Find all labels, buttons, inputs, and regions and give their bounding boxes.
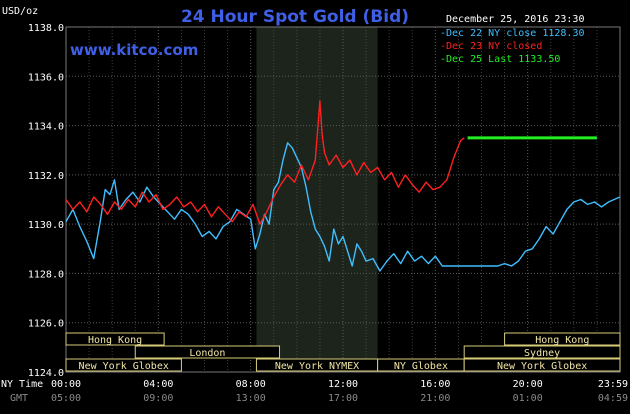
x-tick-label-gmt: 17:00 <box>328 393 358 404</box>
series-layer <box>65 100 621 272</box>
session-label: Sydney <box>524 348 560 359</box>
nymex-highlight-layer <box>256 27 378 372</box>
x-tick-label-ny: 08:00 <box>236 379 266 390</box>
session-label: New York NYMEX <box>275 361 359 372</box>
legend: -Dec 22 NY close 1128.30 -Dec 23 NY close… <box>440 28 585 65</box>
timestamp: December 25, 2016 23:30 <box>446 14 584 25</box>
x-tick-label-ny: 04:00 <box>143 379 173 390</box>
session-bars-layer: Hong Kong London New York Globex New York N… <box>65 332 621 372</box>
y-tick-label: 1128.0 <box>28 269 64 280</box>
y-tick-label: 1126.0 <box>28 319 64 330</box>
y-tick-label: 1130.0 <box>28 220 64 231</box>
grid-layer <box>65 26 621 373</box>
gmt-label: GMT <box>10 393 28 404</box>
nymex-session-band <box>256 27 378 372</box>
chart-title: 24 Hour Spot Gold (Bid) <box>181 7 409 27</box>
x-tick-label-ny: 23:59 <box>598 379 628 390</box>
legend-entry: -Dec 25 Last 1133.50 <box>440 54 560 65</box>
x-tick-label-ny: 12:00 <box>328 379 358 390</box>
x-tick-label-ny: 20:00 <box>513 379 543 390</box>
y-tick-label: 1124.0 <box>28 368 64 379</box>
session-label: Hong Kong <box>88 335 142 346</box>
y-tick-label: 1134.0 <box>28 122 64 133</box>
y-tick-label: 1138.0 <box>28 23 64 34</box>
session-label: New York Globex <box>79 361 169 372</box>
session-bar <box>134 345 281 359</box>
session-bar <box>463 345 621 359</box>
x-tick-label-ny: 16:00 <box>420 379 450 390</box>
website-label: www.kitco.com <box>70 41 198 59</box>
unit-label: USD/oz <box>2 6 38 17</box>
x-tick-label-gmt: 21:00 <box>420 393 450 404</box>
x-tick-label-gmt: 01:00 <box>513 393 543 404</box>
y-tick-label: 1136.0 <box>28 72 64 83</box>
x-tick-label-gmt: 04:59 <box>598 393 628 404</box>
series-line-dec-23 <box>65 100 465 225</box>
legend-entry: -Dec 23 NY closed <box>440 41 542 52</box>
session-bar <box>504 332 621 346</box>
session-label: New York Globex <box>497 361 587 372</box>
x-tick-label-gmt: 09:00 <box>143 393 173 404</box>
x-tick-label-gmt: 05:00 <box>51 393 81 404</box>
y-tick-label: 1132.0 <box>28 171 64 182</box>
session-label: London <box>189 348 225 359</box>
legend-entry: -Dec 22 NY close 1128.30 <box>440 28 585 39</box>
x-tick-label-gmt: 13:00 <box>236 393 266 404</box>
axis-layer: 1138.0 1136.0 1134.0 1132.0 1130.0 1128.0 1126… <box>28 23 628 404</box>
session-label: NY Globex <box>394 361 448 372</box>
session-bar <box>65 332 165 346</box>
session-bar <box>65 358 182 372</box>
x-tick-label-ny: 00:00 <box>51 379 81 390</box>
ny-time-label: NY Time <box>1 379 43 390</box>
session-label: Hong Kong <box>535 335 589 346</box>
session-bar <box>463 358 621 372</box>
